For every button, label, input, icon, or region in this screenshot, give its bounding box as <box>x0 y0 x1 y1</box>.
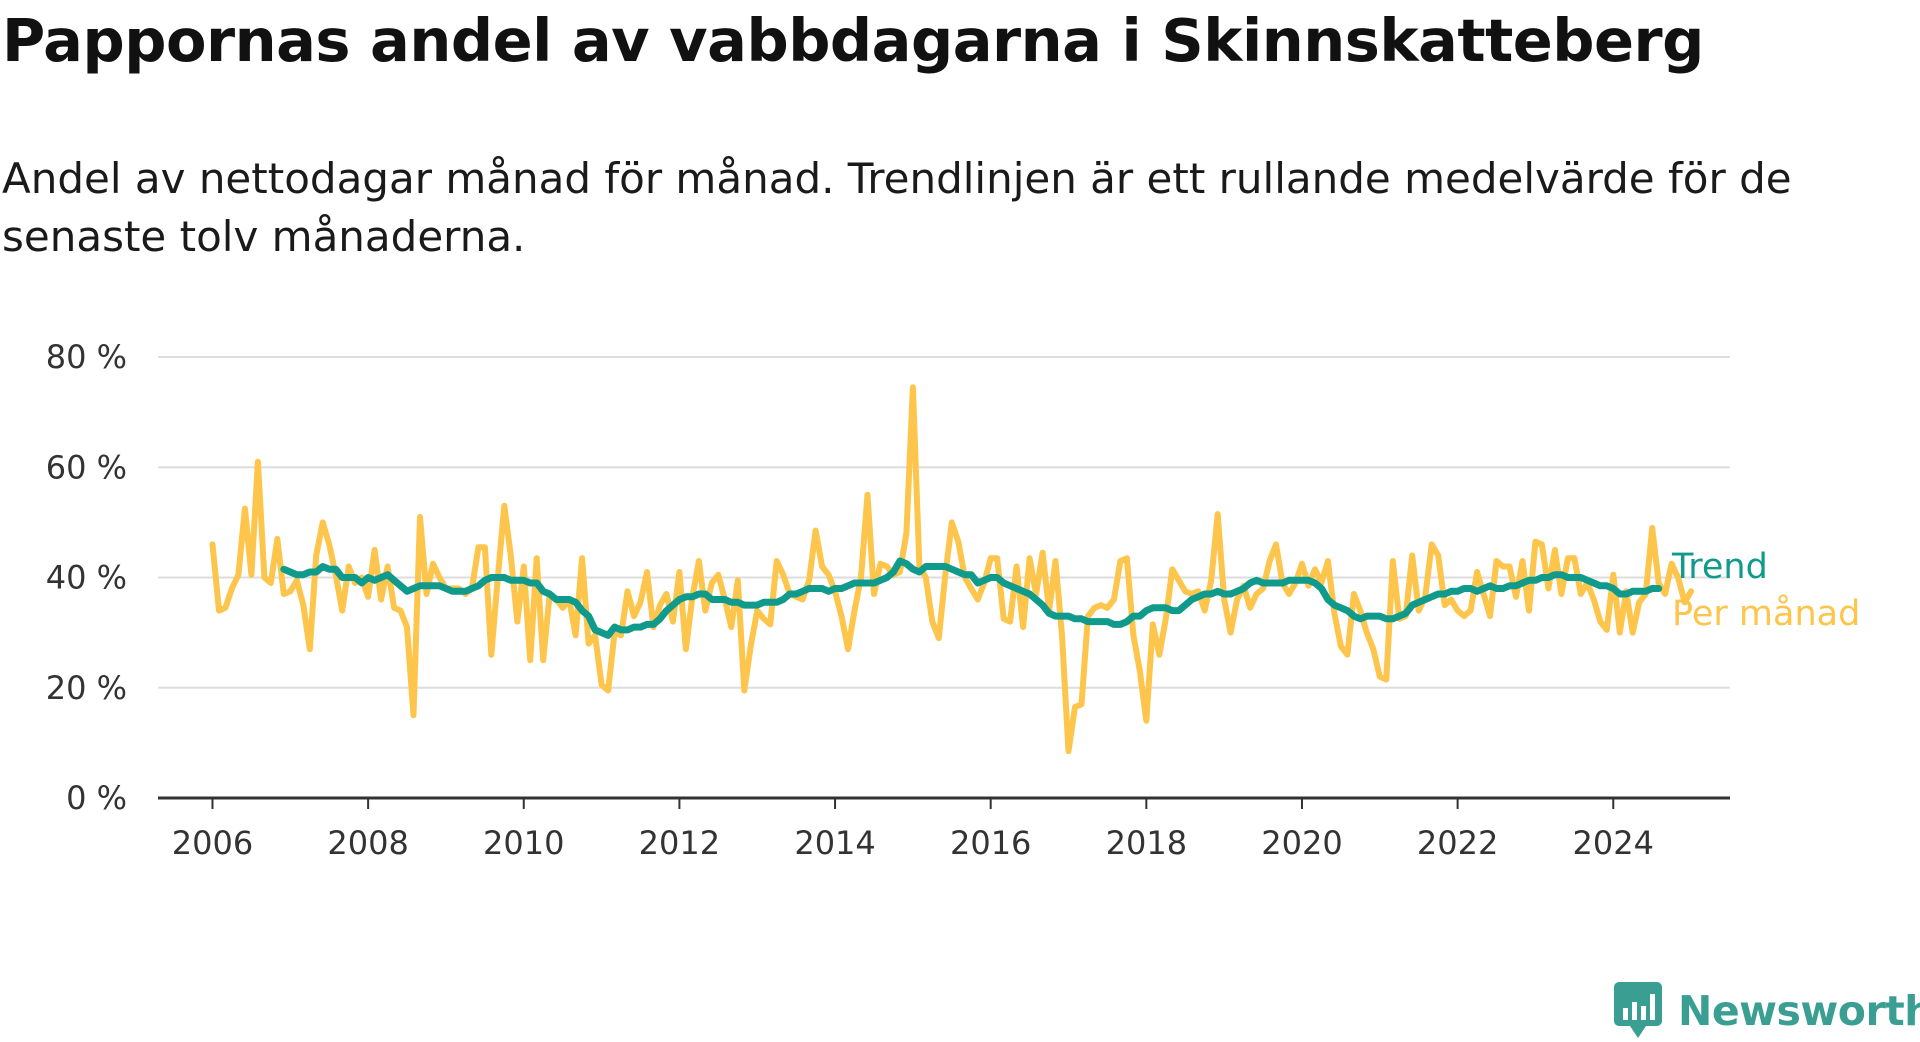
newsworthy-logo: Newsworthy <box>1612 980 1920 1042</box>
legend: Trend Per månad <box>1671 547 1860 634</box>
x-tick-label: 2010 <box>483 824 564 862</box>
x-tick-label: 2022 <box>1417 824 1498 862</box>
y-tick-label: 0 % <box>66 779 127 817</box>
x-axis <box>158 798 1730 809</box>
newsworthy-logo-icon <box>1612 980 1664 1042</box>
x-tick-label: 2018 <box>1106 824 1187 862</box>
legend-label-per-manad: Per månad <box>1672 593 1860 634</box>
x-axis-tick-labels: 2006 2008 2010 2012 2014 2016 2018 2020 2022 2024 <box>172 824 1654 862</box>
x-tick-label: 2014 <box>794 824 875 862</box>
y-tick-label: 60 % <box>46 448 127 486</box>
x-tick-label: 2012 <box>639 824 720 862</box>
legend-label-trend: Trend <box>1671 547 1768 587</box>
gridlines <box>158 357 1730 688</box>
y-tick-label: 40 % <box>46 559 127 597</box>
x-tick-label: 2008 <box>327 824 408 862</box>
y-tick-label: 80 % <box>46 338 127 376</box>
x-tick-label: 2016 <box>950 824 1031 862</box>
x-tick-label: 2006 <box>172 824 253 862</box>
line-chart: 0 % 20 % 40 % 60 % 80 % 2006 2008 2010 2012 2014… <box>0 0 1920 1040</box>
newsworthy-logo-text: Newsworthy <box>1678 987 1920 1035</box>
y-tick-label: 20 % <box>46 669 127 707</box>
y-axis-tick-labels: 0 % 20 % 40 % 60 % 80 % <box>46 338 127 817</box>
x-tick-label: 2020 <box>1261 824 1342 862</box>
x-tick-label: 2024 <box>1573 824 1654 862</box>
series-lines <box>213 387 1692 751</box>
